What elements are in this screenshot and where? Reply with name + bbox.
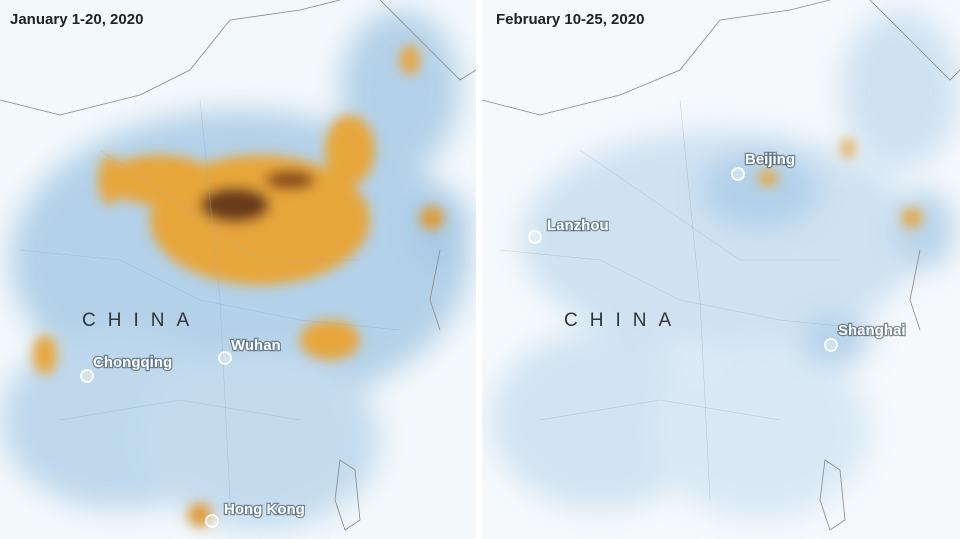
city-marker	[205, 514, 219, 528]
country-label: CHINA	[82, 310, 201, 331]
city-marker	[731, 167, 745, 181]
city-marker	[528, 230, 542, 244]
panel-title: January 1-20, 2020	[10, 11, 143, 28]
city-label: Chongqing	[93, 354, 172, 371]
city-label: Shanghai	[838, 322, 906, 339]
right-map	[482, 0, 960, 539]
divider	[476, 0, 482, 539]
city-marker	[824, 338, 838, 352]
city-label: Lanzhou	[547, 217, 609, 234]
city-marker	[80, 369, 94, 383]
city-label: Beijing	[745, 151, 795, 168]
country-label: CHINA	[564, 310, 683, 331]
city-label: Hong Kong	[224, 501, 305, 518]
left-map	[0, 0, 476, 539]
city-label: Wuhan	[231, 337, 281, 354]
panel-title: February 10-25, 2020	[496, 11, 644, 28]
city-marker	[218, 351, 232, 365]
